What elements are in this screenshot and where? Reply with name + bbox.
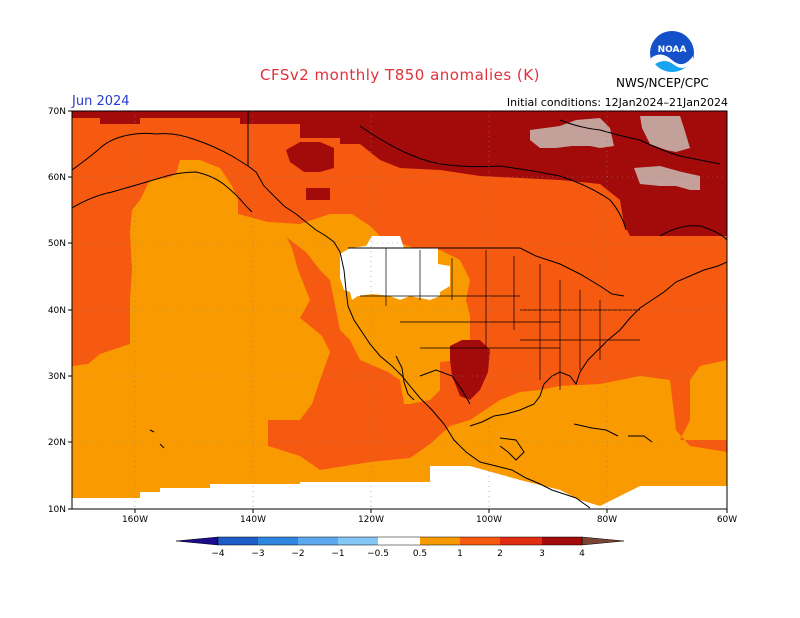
state-borders <box>360 248 640 390</box>
colorbar-swatch <box>460 537 500 545</box>
lat-label: 50N <box>48 239 66 249</box>
forecast-month: Jun 2024 <box>72 94 130 109</box>
colorbar-label: 4 <box>579 549 585 559</box>
colorbar-swatch <box>338 537 378 545</box>
colorbar-label: 2 <box>497 549 503 559</box>
lat-label: 10N <box>48 505 66 515</box>
colorbar-swatch <box>258 537 298 545</box>
initial-conditions: Initial conditions: 12Jan2024–21Jan2024 <box>506 96 728 109</box>
colorbar-label: −0.5 <box>367 549 389 559</box>
colorbar-swatch <box>218 537 258 545</box>
colorbar-swatch <box>420 537 460 545</box>
lon-label: 160W <box>122 515 148 525</box>
colorbar-swatch <box>378 537 420 545</box>
lat-label: 30N <box>48 372 66 382</box>
colorbar-label: −3 <box>251 549 264 559</box>
colorbar-swatch <box>298 537 338 545</box>
gridlines <box>72 111 727 509</box>
noaa-logo: NOAA <box>650 31 694 76</box>
chart-title: CFSv2 monthly T850 anomalies (K) <box>260 66 540 84</box>
colorbar-label: 0.5 <box>413 549 427 559</box>
lon-label: 60W <box>717 515 737 525</box>
lat-label: 60N <box>48 173 66 183</box>
colorbar-swatch <box>500 537 542 545</box>
colorbar-arrow-high <box>581 536 625 546</box>
logo-text: NOAA <box>658 45 687 55</box>
colorbar-label: −4 <box>211 549 225 559</box>
lat-label: 20N <box>48 438 66 448</box>
lon-label: 120W <box>358 515 384 525</box>
lon-label: 140W <box>240 515 266 525</box>
coastlines <box>72 111 727 509</box>
axis-ticks <box>68 110 728 513</box>
colorbar <box>175 536 625 546</box>
agency-label: NWS/NCEP/CPC <box>616 76 709 90</box>
lat-label: 70N <box>48 107 66 117</box>
colorbar-label: 1 <box>457 549 463 559</box>
lon-label: 80W <box>597 515 617 525</box>
lon-label: 100W <box>476 515 502 525</box>
colorbar-arrow-low <box>175 536 219 546</box>
lat-label: 40N <box>48 306 66 316</box>
colorbar-label: −2 <box>291 549 304 559</box>
colorbar-frame <box>217 536 583 546</box>
colorbar-swatch <box>542 537 582 545</box>
colorbar-label: −1 <box>331 549 344 559</box>
colorbar-label: 3 <box>539 549 545 559</box>
